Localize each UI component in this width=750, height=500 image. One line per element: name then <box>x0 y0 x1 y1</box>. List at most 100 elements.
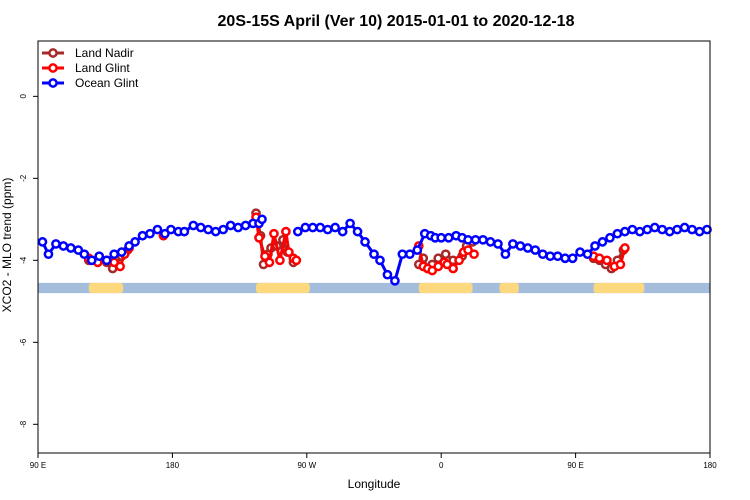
chart-title: 20S-15S April (Ver 10) 2015-01-01 to 202… <box>218 13 575 30</box>
data-point <box>145 228 155 239</box>
data-point <box>702 224 712 235</box>
data-point <box>545 251 556 262</box>
data-point <box>500 249 511 260</box>
legend-swatch-marker <box>48 63 58 73</box>
data-point <box>627 224 638 235</box>
series-ocean-glint <box>37 214 712 286</box>
data-point <box>37 237 48 247</box>
data-point <box>240 220 251 231</box>
data-point <box>115 261 125 272</box>
data-point <box>260 251 270 262</box>
data-point <box>307 222 318 233</box>
x-tick-label: 90 E <box>30 461 46 470</box>
legend-item-ocean-glint: Ocean Glint <box>42 76 139 90</box>
data-point <box>116 247 127 257</box>
x-tick-label: 90 W <box>297 461 316 470</box>
data-point <box>166 224 176 235</box>
data-point <box>390 275 400 286</box>
axes: 90 E 180 90 W 0 90 E 180 0 -2 -4 -6 -8 <box>19 94 717 470</box>
data-point <box>337 226 348 237</box>
data-point <box>369 249 379 260</box>
data-point <box>101 255 112 266</box>
data-point <box>300 222 311 233</box>
legend-label: Ocean Glint <box>75 76 139 90</box>
data-point <box>615 259 626 270</box>
data-point <box>210 226 221 237</box>
data-point <box>508 239 518 249</box>
data-point <box>664 226 675 237</box>
data-point <box>86 255 97 266</box>
y-tick-label: -4 <box>19 256 28 264</box>
data-point <box>478 234 488 245</box>
y-tick-label: -2 <box>19 174 28 182</box>
data-point <box>264 257 275 268</box>
land-band-segment <box>499 282 519 294</box>
data-point <box>79 249 90 260</box>
data-point <box>582 249 593 260</box>
y-tick-label: -6 <box>19 338 28 346</box>
surface-band <box>38 282 710 294</box>
x-tick-label: 0 <box>439 461 444 470</box>
data-point <box>322 224 333 235</box>
data-point <box>284 247 294 257</box>
ocean-band <box>38 282 710 294</box>
series-layer <box>37 208 712 286</box>
data-point <box>352 226 363 237</box>
data-point <box>291 255 302 266</box>
data-point <box>672 224 682 235</box>
data-point <box>397 249 408 260</box>
data-point <box>137 230 148 241</box>
data-point <box>360 237 370 247</box>
data-point <box>552 251 563 262</box>
data-point <box>203 224 214 235</box>
land-band-segment <box>88 282 124 294</box>
data-point <box>493 239 503 249</box>
data-point <box>522 243 533 253</box>
plot-frame <box>37 40 711 454</box>
data-point <box>58 241 69 251</box>
legend-swatch-marker <box>48 78 58 88</box>
x-tick-label: 180 <box>703 461 717 470</box>
data-point <box>602 255 612 266</box>
data-point <box>597 237 608 247</box>
x-axis-label: Longitude <box>348 477 401 491</box>
data-point <box>330 222 341 233</box>
legend-label: Land Glint <box>75 61 130 75</box>
data-point <box>130 237 140 247</box>
data-point <box>530 245 541 255</box>
data-point <box>412 245 423 255</box>
data-point <box>254 232 264 243</box>
data-point <box>179 226 190 237</box>
data-point <box>463 234 473 245</box>
data-point <box>440 249 451 260</box>
y-axis-label: XCO2 - MLO trend (ppm) <box>0 178 14 313</box>
data-point <box>560 253 570 264</box>
data-point <box>51 239 61 249</box>
data-point <box>454 255 464 266</box>
data-point <box>375 255 385 266</box>
y-tick-label: -8 <box>19 420 28 428</box>
land-band-segment <box>256 282 310 294</box>
data-point <box>66 243 76 253</box>
legend-label: Land Nadir <box>75 46 134 60</box>
data-point <box>315 222 326 233</box>
data-point <box>292 226 303 237</box>
data-point <box>225 220 236 231</box>
data-point <box>257 214 267 225</box>
data-point <box>218 224 229 235</box>
data-point <box>679 222 690 233</box>
series-land-nadir <box>83 208 629 274</box>
data-point <box>612 228 623 239</box>
data-point <box>694 226 705 237</box>
data-point <box>605 232 615 243</box>
data-point <box>590 241 600 251</box>
data-point <box>109 249 120 260</box>
data-point <box>634 226 645 237</box>
data-point <box>642 224 653 235</box>
data-point <box>620 226 630 237</box>
data-point <box>404 249 415 260</box>
x-tick-label: 90 E <box>567 461 583 470</box>
data-point <box>485 237 496 247</box>
y-tick-label: 0 <box>19 94 28 99</box>
data-point <box>443 232 454 243</box>
